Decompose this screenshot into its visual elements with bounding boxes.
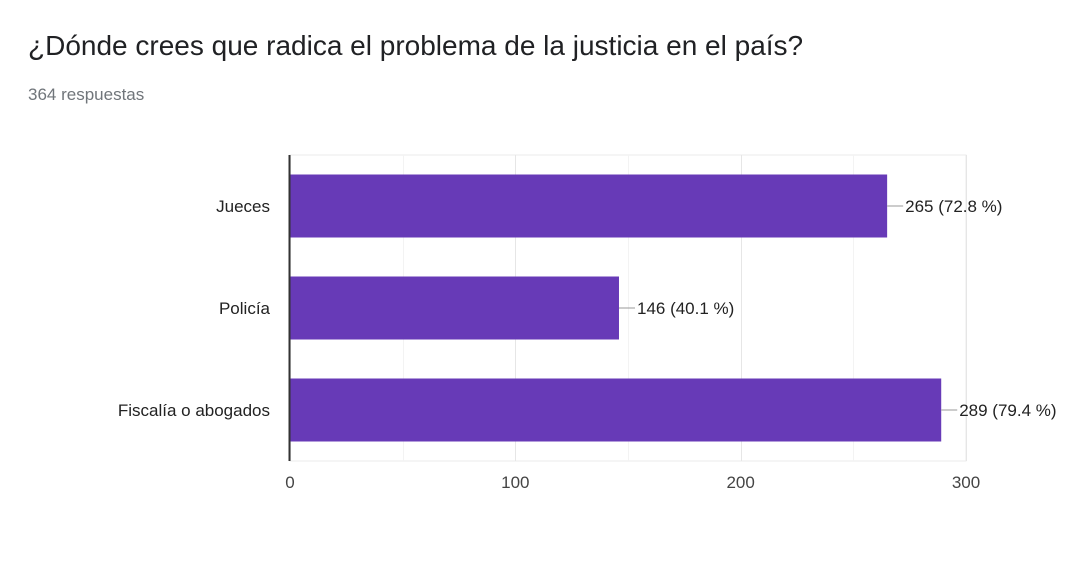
response-count: 364 respuestas	[28, 85, 145, 104]
bar-3	[290, 378, 942, 442]
category-label: Jueces	[216, 197, 270, 216]
axis-layer: 0 100 200 300	[285, 155, 980, 492]
bar-1	[290, 174, 888, 238]
value-label: 146 (40.1 %)	[637, 299, 734, 318]
x-tick-label: 100	[501, 473, 529, 492]
chart-title: ¿Dónde crees que radica el problema de l…	[28, 30, 804, 61]
category-label: Fiscalía o abogados	[118, 401, 270, 420]
category-label: Policía	[219, 299, 271, 318]
bar-layer	[290, 174, 942, 442]
value-label: 289 (79.4 %)	[959, 401, 1056, 420]
x-tick-label: 0	[285, 473, 294, 492]
x-tick-label: 300	[952, 473, 980, 492]
x-tick-label: 200	[726, 473, 754, 492]
bar-2	[290, 276, 619, 340]
label-layer: Jueces 265 (72.8 %) Policía 146 (40.1 %) Fis…	[118, 197, 1057, 420]
value-label: 265 (72.8 %)	[905, 197, 1002, 216]
